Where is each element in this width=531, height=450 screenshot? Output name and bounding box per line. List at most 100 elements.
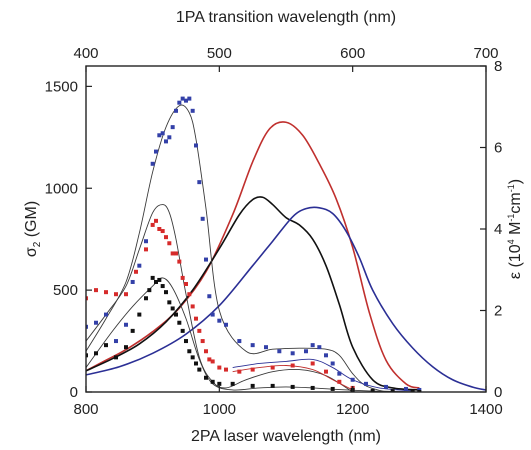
scatter-point-s2-13 — [167, 241, 172, 246]
right-axis-title-sup3: -1 — [506, 184, 516, 192]
right-tick-label: 6 — [494, 140, 502, 157]
scatter-point-s3-38 — [417, 390, 422, 392]
line-series-2 — [86, 196, 420, 391]
scatter-point-s1-13 — [164, 139, 168, 144]
scatter-point-s2-24 — [204, 349, 208, 354]
scatter-point-s2-29 — [237, 369, 242, 374]
right-axis-title-end: ) — [507, 179, 524, 184]
scatter-point-s1-5 — [124, 322, 128, 327]
scatter-point-s1-16 — [174, 108, 178, 113]
scatter-point-s2-5 — [124, 292, 128, 297]
scatter-point-s2-1 — [86, 296, 88, 301]
scatter-point-s1-28 — [217, 318, 222, 323]
scatter-point-s1-44 — [404, 386, 408, 391]
scatter-point-s1-18 — [180, 96, 185, 101]
scatter-point-s3-13 — [160, 284, 165, 289]
scatter-point-s1-12 — [160, 131, 165, 136]
scatter-point-s3-16 — [170, 306, 175, 311]
scatter-point-s2-9 — [154, 218, 158, 223]
scatter-point-s2-17 — [180, 275, 185, 280]
scatter-point-s3-14 — [164, 290, 168, 295]
right-tick-label: 8 — [494, 58, 502, 75]
scatter-point-s2-7 — [144, 247, 148, 252]
scatter-point-s1-40 — [337, 371, 342, 376]
scatter-point-s2-12 — [164, 235, 168, 240]
scatter-point-s2-27 — [217, 365, 222, 370]
right-axis-title-sup2: -1 — [506, 214, 516, 222]
line-series-1 — [86, 121, 420, 389]
scatter-point-s2-34 — [324, 369, 328, 374]
scatter-point-s1-8 — [144, 239, 148, 244]
scatter-point-s3-12 — [157, 277, 162, 282]
scatter-point-s2-11 — [160, 229, 165, 234]
scatter-point-s3-19 — [180, 328, 185, 333]
scatter-point-s3-21 — [187, 349, 192, 354]
scatter-point-s1-41 — [350, 377, 355, 382]
scatter-point-s1-15 — [170, 125, 175, 130]
scatter-point-s2-25 — [207, 357, 212, 362]
scatter-point-s3-4 — [114, 355, 118, 360]
scatter-point-s3-20 — [184, 339, 188, 344]
top-tick-label: 500 — [207, 45, 232, 62]
scatter-point-s2-6 — [134, 269, 138, 274]
scatter-point-s1-23 — [197, 180, 202, 185]
top-tick-label: 700 — [473, 45, 498, 62]
scatter-point-s3-27 — [217, 381, 222, 386]
scatter-point-s2-14 — [170, 251, 175, 256]
scatter-point-s1-37 — [317, 345, 322, 350]
right-axis-title-mid1: M — [507, 222, 524, 240]
scatter-point-s3-15 — [167, 300, 172, 305]
right-axis-title-main: ε (10 — [507, 244, 524, 279]
scatter-point-s1-31 — [250, 343, 255, 348]
scatter-point-s3-5 — [124, 345, 128, 350]
scatter-point-s1-39 — [330, 361, 335, 366]
scatter-point-s1-1 — [86, 324, 88, 329]
scatter-point-s3-26 — [210, 379, 215, 384]
ticks-layer: 800 1000 1200 1400 400 500 600 700 0 500 1000 1500 0… — [45, 45, 503, 418]
line-series-7 — [232, 365, 353, 391]
scatter-point-s1-26 — [207, 294, 212, 299]
left-tick-label: 1000 — [45, 180, 78, 197]
scatter-point-s3-29 — [250, 383, 255, 388]
right-axis-title-mid2: cm — [507, 192, 524, 213]
scatter-point-s3-23 — [194, 361, 198, 366]
points-layer — [86, 96, 422, 392]
x-tick-label: 1200 — [336, 401, 369, 418]
scatter-point-s2-35 — [337, 379, 342, 384]
scatter-point-s1-14 — [167, 135, 172, 140]
scatter-point-s2-23 — [200, 339, 205, 344]
scatter-point-s1-19 — [184, 98, 188, 103]
scatter-point-s1-9 — [150, 161, 155, 166]
scatter-point-s1-21 — [190, 108, 195, 113]
scatter-point-s2-20 — [190, 304, 195, 309]
scatter-point-s1-35 — [304, 349, 308, 354]
scatter-point-s1-3 — [104, 312, 108, 317]
line-series-3 — [86, 206, 486, 391]
top-tick-label: 400 — [73, 45, 98, 62]
scatter-point-s2-30 — [250, 367, 255, 372]
scatter-point-s1-42 — [364, 381, 368, 386]
scatter-point-s1-2 — [94, 320, 98, 325]
scatter-point-s3-3 — [104, 343, 108, 348]
scatter-point-s1-32 — [264, 345, 268, 350]
scatter-point-s3-9 — [147, 288, 152, 293]
scatter-point-s3-28 — [230, 381, 235, 386]
scatter-point-s1-6 — [130, 279, 135, 284]
scatter-point-s1-22 — [194, 143, 198, 148]
scatter-point-s1-27 — [210, 312, 215, 317]
scatter-point-s3-35 — [370, 388, 375, 392]
left-axis-title: σ2 (GM) — [23, 201, 43, 257]
scatter-point-s3-11 — [154, 279, 158, 284]
scatter-point-s3-37 — [410, 389, 415, 392]
scatter-point-s1-34 — [290, 351, 295, 356]
scatter-point-s2-33 — [310, 361, 315, 366]
left-axis-title-sub: 2 — [32, 241, 43, 247]
line-series-5 — [86, 204, 353, 392]
x-tick-label: 1000 — [203, 401, 236, 418]
scatter-point-s3-1 — [86, 353, 88, 358]
scatter-point-s1-29 — [224, 322, 228, 327]
scatter-point-s1-45 — [417, 387, 422, 392]
line-series-8 — [232, 358, 413, 392]
scatter-point-s1-10 — [154, 149, 158, 154]
